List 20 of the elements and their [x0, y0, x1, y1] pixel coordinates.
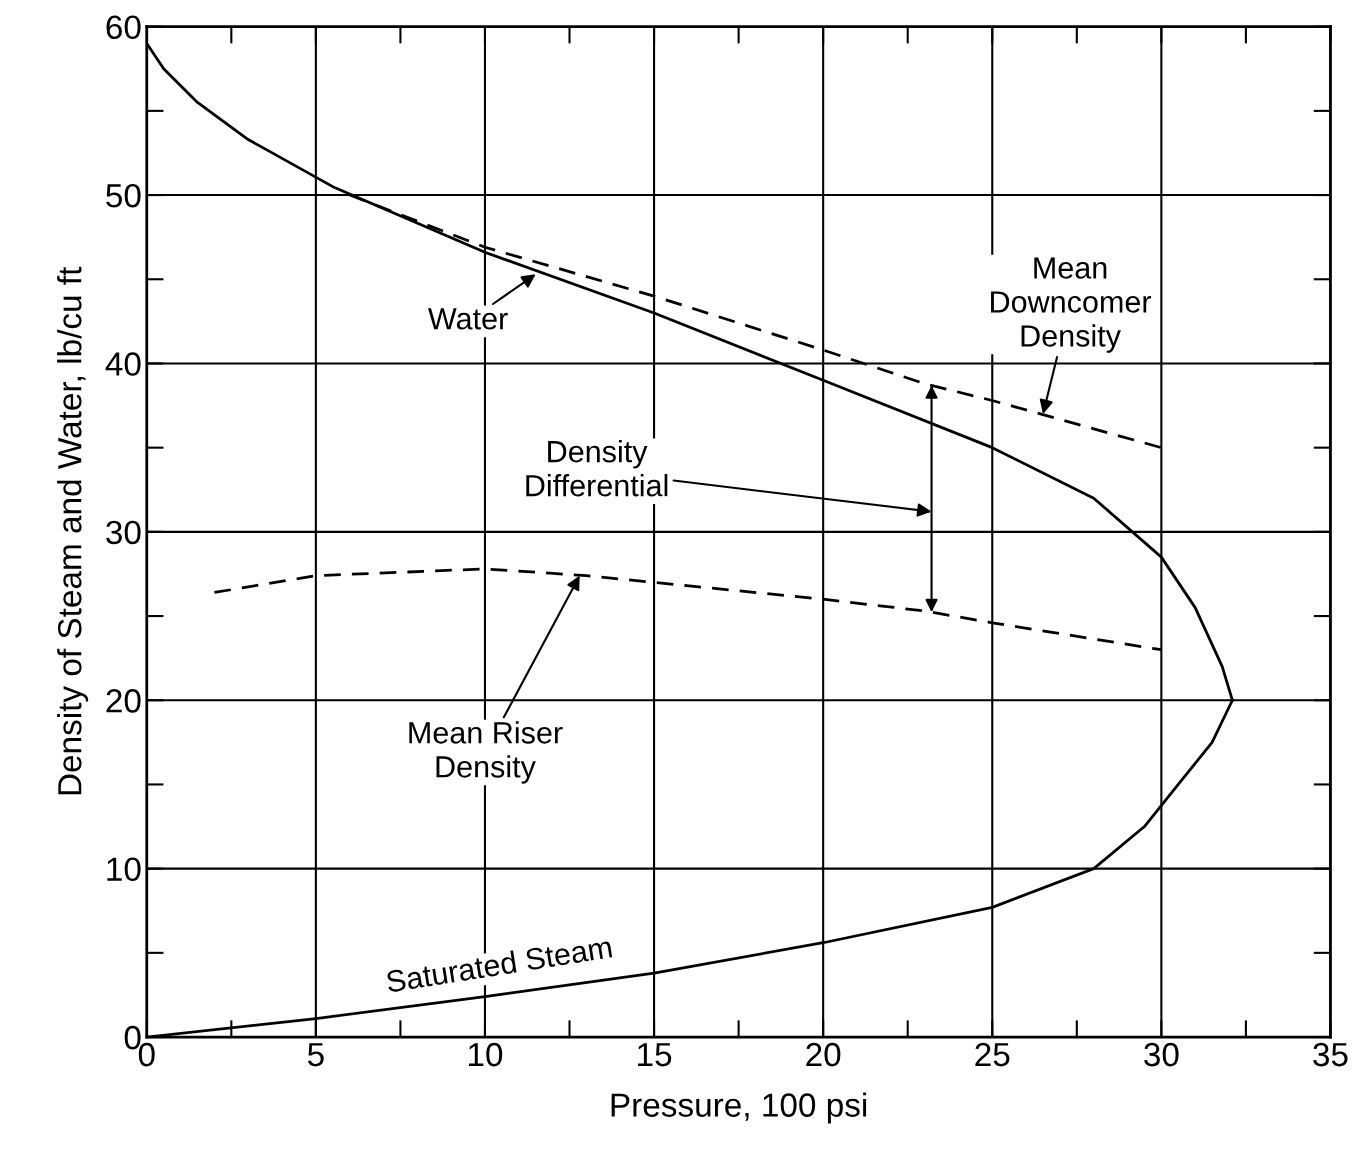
annotation: Mean Riser Density — [409, 721, 563, 784]
x-tick-label: 30 — [1144, 1042, 1179, 1067]
x-axis-title: Pressure, 100 psi — [611, 1092, 867, 1124]
y-tick-label: 30 — [106, 520, 141, 545]
annotation: Density Differential — [526, 439, 668, 497]
y-axis-title: Density of Steam and Water, lb/cu ft — [57, 266, 89, 795]
y-tick-label: 50 — [106, 183, 141, 208]
y-tick-label: 20 — [106, 689, 141, 713]
annotation: Mean Downcomer Density — [991, 257, 1152, 353]
y-tick-label: 60 — [106, 15, 141, 40]
x-tick-label: 10 — [468, 1042, 503, 1067]
x-tick-label: 25 — [975, 1042, 1010, 1067]
annotation: Saturated Steam — [385, 935, 613, 993]
annotation: Water — [428, 308, 508, 330]
y-tick-label: 10 — [107, 857, 141, 882]
x-tick-label: 5 — [307, 1043, 324, 1067]
y-tick-label: 40 — [105, 352, 141, 376]
x-tick-label: 15 — [638, 1043, 672, 1067]
x-tick-label: 35 — [1313, 1042, 1348, 1067]
x-tick-label: 20 — [806, 1042, 841, 1067]
